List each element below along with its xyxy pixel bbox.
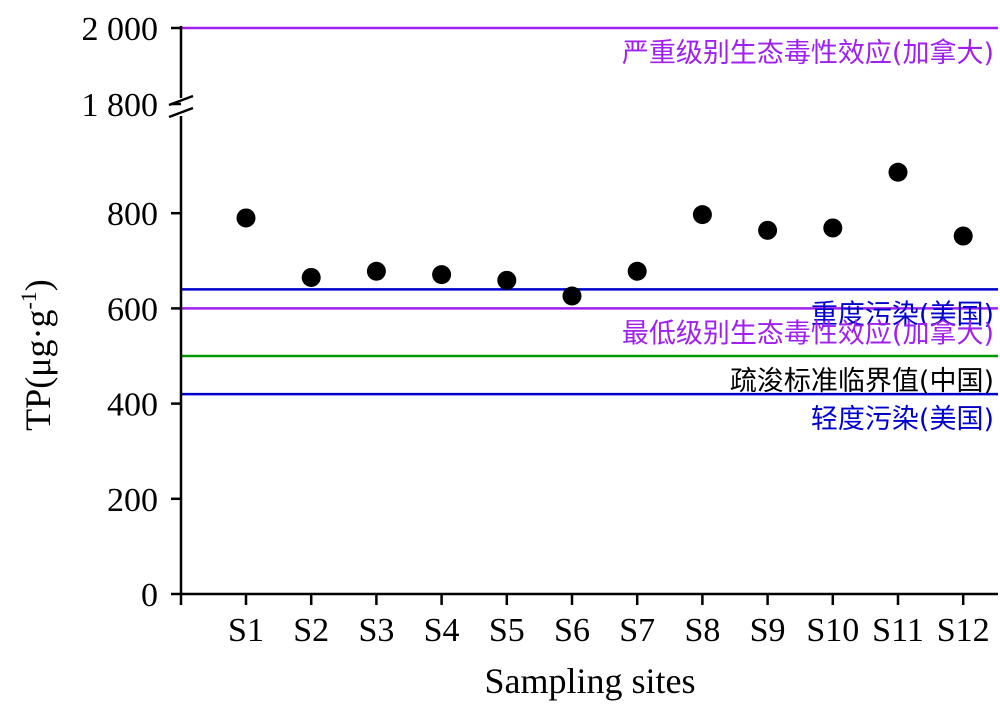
data-point-s11 (888, 162, 908, 182)
y-tick-label-1: 0 (141, 577, 158, 614)
y-tick-label-6: 1 800 (82, 87, 159, 124)
x-tick-label-s5: S5 (489, 612, 525, 649)
y-axis-title: TP(μg·g-1) (16, 279, 58, 431)
data-point-s4 (432, 265, 452, 285)
axes: 0 200 400 600 800 1 800 2 000 S1 S2 S3 S4 S5 S6 S7 S8 S… (82, 11, 998, 649)
x-tick-label-s2: S2 (293, 612, 329, 649)
y-tick-label-7: 2 000 (82, 11, 159, 48)
data-point-s3 (366, 261, 386, 281)
y-tick-label-4: 600 (107, 291, 158, 328)
x-axis-title: Sampling sites (484, 661, 695, 701)
y-axis-title-sup: -1 (16, 291, 41, 309)
data-point-s1 (236, 208, 256, 228)
data-point-s10 (823, 218, 843, 238)
reference-label-2: 重度污染(美国) (811, 299, 994, 330)
y-tick-label-5: 800 (107, 196, 158, 233)
data-point-s9 (758, 220, 778, 240)
data-point-s5 (497, 270, 517, 290)
data-points (236, 162, 973, 306)
y-axis-title-close: ) (18, 279, 58, 291)
reference-label-5: 轻度污染(美国) (811, 404, 994, 435)
x-tick-label-s9: S9 (750, 612, 786, 649)
data-point-s7 (627, 261, 647, 281)
x-tick-label-s4: S4 (424, 612, 460, 649)
data-point-s2 (301, 267, 321, 287)
y-tick-label-2: 200 (107, 482, 158, 519)
data-point-s8 (692, 205, 712, 225)
x-tick-label-s1: S1 (228, 612, 264, 649)
x-tick-label-s8: S8 (684, 612, 720, 649)
x-tick-label-s11: S11 (872, 612, 924, 649)
x-tick-label-s3: S3 (358, 612, 394, 649)
reference-label-4: 疏浚标准临界值(中国) (730, 366, 994, 397)
reference-lines (181, 26, 998, 396)
x-tick-label-s7: S7 (619, 612, 655, 649)
data-point-s6 (562, 286, 582, 306)
reference-label-1: 严重级别生态毒性效应(加拿大) (622, 38, 994, 69)
x-tick-label-s6: S6 (554, 612, 590, 649)
y-axis-break-mark (168, 94, 194, 119)
y-tick-label-3: 400 (107, 387, 158, 424)
y-axis-title-main: TP(μg·g (18, 310, 58, 431)
x-tick-label-s10: S10 (806, 612, 859, 649)
x-tick-label-s12: S12 (937, 612, 990, 649)
data-point-s12 (953, 226, 973, 246)
reference-label-3: 最低级别生态毒性效应(加拿大) (622, 318, 994, 349)
reference-labels: 严重级别生态毒性效应(加拿大) 重度污染(美国)最低级别生态毒性效应(加拿大) 疏浚… (622, 38, 994, 435)
